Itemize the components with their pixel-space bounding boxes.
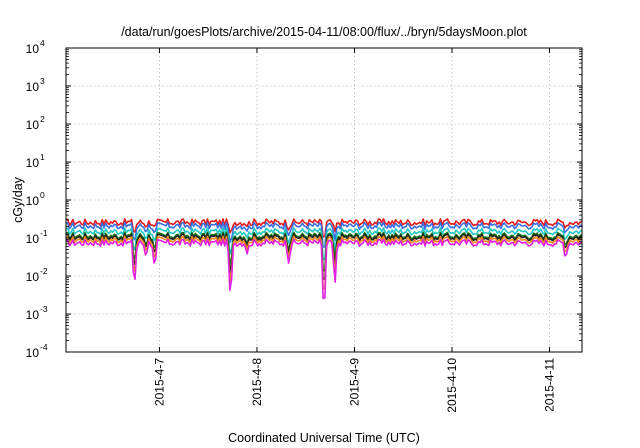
grid-lines [66, 48, 582, 352]
series-line [65, 218, 583, 238]
y-tick-exponent: 4 [40, 38, 45, 48]
x-axis-label: Coordinated Universal Time (UTC) [228, 431, 420, 445]
series-line [65, 235, 583, 290]
series-line [65, 233, 583, 281]
y-tick-exponent: 3 [40, 76, 45, 86]
y-tick-exponent: 0 [40, 190, 45, 200]
y-tick-exponent: -2 [40, 266, 48, 276]
y-tick-exponent: -3 [40, 304, 48, 314]
x-tick-label: 2015-4-8 [250, 358, 264, 406]
y-tick-exponent: 2 [40, 114, 45, 124]
x-tick-label: 2015-4-11 [542, 358, 556, 412]
y-tick-label: 10 [26, 118, 40, 132]
series-line [65, 231, 583, 272]
y-tick-label: 10 [26, 80, 40, 94]
y-tick-exponent: -1 [40, 228, 48, 238]
y-tick-label: 10 [26, 346, 40, 360]
tick-marks [66, 47, 582, 353]
y-tick-label: 10 [26, 156, 40, 170]
y-tick-exponent: -4 [40, 342, 48, 352]
series-line [65, 238, 583, 300]
y-tick-label: 10 [26, 42, 40, 56]
x-tick-labels: 2015-4-7 2015-4-8 2015-4-9 2015-4-10 2015-4-… [152, 358, 556, 413]
y-axis-label: cGy/day [11, 176, 25, 223]
y-tick-label: 10 [26, 308, 40, 322]
x-tick-label: 2015-4-7 [152, 358, 166, 406]
y-tick-label: 10 [26, 194, 40, 208]
series-line [65, 227, 583, 261]
series-group [65, 218, 583, 300]
x-tick-label: 2015-4-10 [445, 358, 459, 413]
series-line [65, 221, 583, 248]
chart-title: /data/run/goesPlots/archive/2015-04-11/0… [121, 25, 527, 39]
x-tick-label: 2015-4-9 [347, 358, 361, 406]
y-tick-label: 10 [26, 232, 40, 246]
y-tick-label: 10 [26, 270, 40, 284]
y-tick-exponent: 1 [40, 152, 45, 162]
